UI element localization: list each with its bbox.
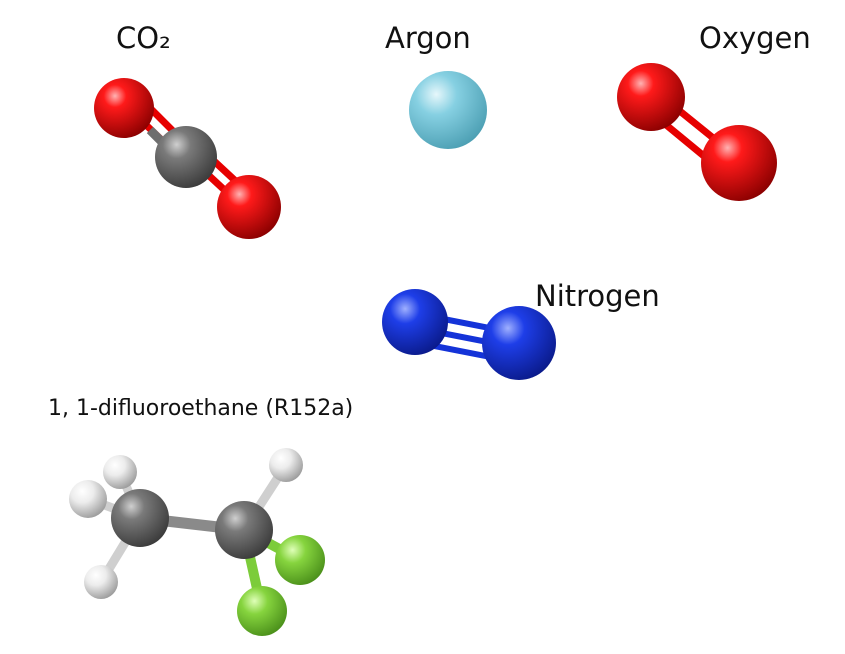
carbon-atom [215, 501, 273, 559]
oxygen-atom [617, 63, 685, 131]
fluorine-atom [237, 586, 287, 636]
hydrogen-atom [103, 455, 137, 489]
nitrogen-label: Nitrogen [535, 279, 660, 313]
oxygen-label: Oxygen [699, 21, 811, 55]
hydrogen-atom [269, 448, 303, 482]
oxygen-atom [94, 78, 154, 138]
difluoroethane-molecule [69, 448, 325, 636]
argon-label: Argon [385, 21, 471, 55]
carbon-atom [111, 489, 169, 547]
argon-atom-group [409, 71, 487, 149]
hydrogen-atom [84, 565, 118, 599]
fluorine-atom [275, 535, 325, 585]
hydrogen-atom [69, 480, 107, 518]
co2-label: CO₂ [116, 21, 171, 55]
oxygen-molecule [617, 63, 777, 201]
carbon-atom [155, 126, 217, 188]
difluoroethane-label: 1, 1-difluoroethane (R152a) [48, 396, 354, 421]
oxygen-atom [701, 125, 777, 201]
nitrogen-atom [382, 289, 448, 355]
argon-atom [409, 71, 487, 149]
co2-molecule [94, 78, 281, 239]
nitrogen-molecule [382, 289, 556, 380]
nitrogen-atom [482, 306, 556, 380]
oxygen-atom [217, 175, 281, 239]
